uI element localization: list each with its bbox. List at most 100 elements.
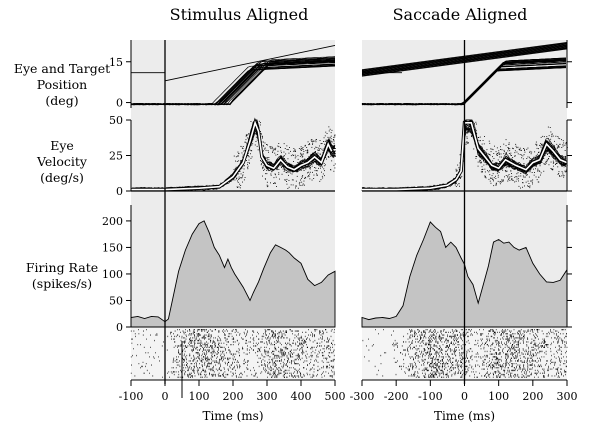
velocity-sample-dot (280, 150, 282, 152)
velocity-sample-dot (558, 171, 560, 173)
velocity-sample-dot (279, 178, 280, 180)
velocity-sample-dot (318, 167, 319, 169)
velocity-sample-dot (311, 140, 313, 142)
velocity-sample-dot (259, 124, 261, 126)
x-tick-label: -300 (350, 390, 375, 403)
velocity-sample-dot (275, 182, 276, 184)
velocity-sample-dot (496, 153, 498, 155)
velocity-sample-dot (483, 150, 485, 152)
velocity-sample-dot (499, 183, 501, 185)
velocity-sample-dot (333, 136, 335, 138)
velocity-sample-dot (514, 155, 516, 157)
velocity-sample-dot (237, 151, 239, 153)
velocity-sample-dot (268, 157, 270, 158)
velocity-sample-dot (486, 149, 488, 151)
velocity-sample-dot (493, 180, 494, 182)
velocity-sample-dot (262, 162, 263, 164)
velocity-sample-dot (256, 137, 258, 139)
velocity-sample-dot (558, 147, 560, 148)
velocity-sample-dot (558, 146, 560, 148)
velocity-sample-dot (314, 167, 315, 168)
velocity-sample-dot (263, 141, 264, 143)
velocity-sample-dot (247, 167, 249, 169)
velocity-sample-dot (538, 176, 540, 178)
velocity-sample-dot (260, 160, 262, 162)
velocity-sample-dot (273, 177, 275, 179)
velocity-sample-dot (476, 133, 478, 135)
velocity-sample-dot (238, 178, 239, 180)
velocity-sample-dot (266, 158, 268, 160)
velocity-sample-dot (504, 170, 506, 171)
velocity-sample-dot (301, 178, 302, 180)
velocity-sample-dot (546, 159, 548, 161)
velocity-sample-dot (323, 137, 325, 139)
velocity-sample-dot (530, 153, 532, 155)
velocity-sample-dot (565, 143, 567, 145)
velocity-sample-dot (466, 141, 468, 143)
velocity-sample-dot (239, 160, 241, 162)
velocity-sample-dot (328, 157, 330, 158)
velocity-sample-dot (247, 155, 249, 156)
velocity-sample-dot (543, 136, 545, 138)
velocity-sample-dot (330, 138, 332, 140)
velocity-sample-dot (234, 179, 236, 181)
velocity-sample-dot (262, 175, 263, 177)
velocity-sample-dot (474, 129, 476, 131)
velocity-sample-dot (483, 143, 485, 145)
velocity-sample-dot (295, 180, 297, 182)
velocity-sample-dot (252, 143, 254, 145)
velocity-sample-dot (293, 150, 295, 152)
velocity-sample-dot (330, 132, 332, 134)
velocity-sample-dot (242, 171, 244, 173)
velocity-sample-dot (329, 136, 331, 138)
velocity-sample-dot (558, 173, 560, 174)
velocity-sample-dot (293, 161, 294, 162)
velocity-sample-dot (282, 165, 284, 167)
velocity-sample-dot (332, 139, 334, 140)
velocity-sample-dot (463, 160, 465, 162)
velocity-sample-dot (509, 166, 511, 168)
velocity-sample-dot (563, 175, 565, 177)
velocity-sample-dot (255, 141, 257, 142)
velocity-sample-dot (501, 156, 502, 158)
velocity-sample-dot (275, 174, 276, 176)
velocity-sample-dot (268, 151, 269, 153)
velocity-sample-dot (504, 176, 505, 178)
velocity-sample-dot (270, 161, 272, 163)
velocity-sample-dot (260, 164, 262, 166)
velocity-sample-dot (494, 145, 495, 147)
velocity-sample-dot (305, 150, 307, 151)
velocity-sample-dot (260, 133, 262, 135)
velocity-sample-dot (292, 184, 294, 186)
velocity-sample-dot (488, 140, 490, 142)
velocity-sample-dot (238, 178, 240, 180)
velocity-sample-dot (466, 136, 468, 138)
velocity-sample-dot (455, 183, 457, 184)
velocity-sample-dot (518, 178, 519, 180)
velocity-sample-dot (520, 175, 522, 177)
velocity-sample-dot (493, 185, 495, 187)
velocity-sample-dot (487, 170, 488, 172)
velocity-sample-dot (248, 156, 250, 158)
velocity-sample-dot (237, 180, 238, 182)
velocity-sample-dot (290, 184, 292, 186)
velocity-sample-dot (489, 142, 491, 144)
velocity-sample-dot (509, 150, 511, 152)
velocity-sample-dot (238, 186, 240, 188)
velocity-sample-dot (288, 180, 290, 181)
velocity-sample-dot (288, 174, 289, 176)
velocity-sample-dot (266, 186, 268, 188)
velocity-sample-dot (246, 142, 247, 144)
velocity-sample-dot (319, 140, 321, 141)
velocity-sample-dot (531, 181, 533, 183)
velocity-sample-dot (312, 140, 314, 142)
velocity-sample-dot (538, 152, 539, 153)
velocity-sample-dot (562, 144, 564, 146)
velocity-sample-dot (507, 150, 509, 152)
velocity-sample-dot (529, 150, 531, 152)
velocity-sample-dot (309, 173, 311, 175)
velocity-sample-dot (507, 175, 509, 177)
velocity-sample-dot (512, 179, 514, 181)
velocity-sample-dot (325, 139, 327, 141)
velocity-sample-dot (249, 149, 251, 151)
